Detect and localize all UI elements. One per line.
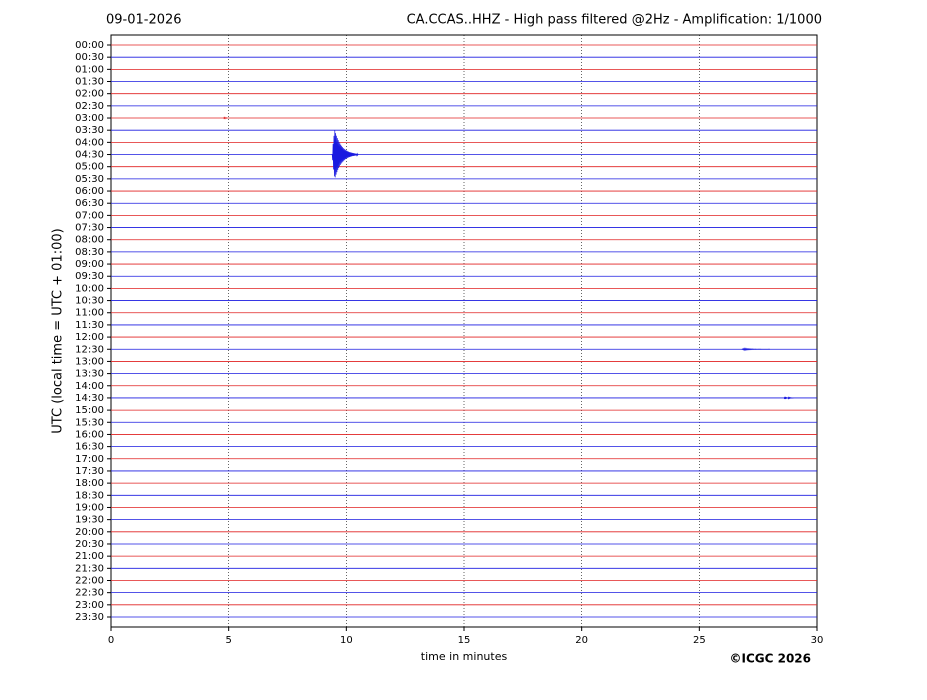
y-tick-label: 23:30 [75, 612, 104, 623]
x-tick-label: 15 [458, 635, 471, 646]
credit: ©ICGC 2026 [729, 652, 811, 666]
y-tick-label: 01:00 [75, 64, 104, 75]
y-tick-label: 08:00 [75, 235, 104, 246]
y-tick-label: 17:00 [75, 454, 104, 465]
y-tick-label: 11:30 [75, 320, 104, 331]
y-tick-label: 22:00 [75, 575, 104, 586]
y-tick-label: 18:30 [75, 490, 104, 501]
event [223, 116, 227, 120]
y-tick-label: 16:00 [75, 429, 104, 440]
x-tick-label: 30 [811, 635, 824, 646]
y-tick-label: 03:00 [75, 113, 104, 124]
y-tick-label: 13:00 [75, 356, 104, 367]
x-tick-label: 10 [340, 635, 353, 646]
x-tick-label: 20 [575, 635, 588, 646]
date: 09-01-2026 [106, 13, 182, 28]
y-tick-label: 21:30 [75, 563, 104, 574]
y-tick-label: 05:30 [75, 174, 104, 185]
y-tick-label: 00:30 [75, 52, 104, 63]
plot-frame [110, 34, 818, 628]
y-tick-label: 06:00 [75, 186, 104, 197]
chart-title: CA.CCAS..HHZ - High pass filtered @2Hz -… [407, 13, 822, 28]
y-tick-label: 12:00 [75, 332, 104, 343]
y-tick-label: 02:00 [75, 89, 104, 100]
y-tick-label: 11:00 [75, 308, 104, 319]
x-tick-label: 0 [108, 635, 114, 646]
y-tick-label: 12:30 [75, 344, 104, 355]
y-tick-label: 10:30 [75, 296, 104, 307]
y-tick-label: 03:30 [75, 125, 104, 136]
y-tick-label: 22:30 [75, 588, 104, 599]
y-tick-label: 21:00 [75, 551, 104, 562]
y-tick-label: 04:00 [75, 137, 104, 148]
y-tick-label: 04:30 [75, 150, 104, 161]
y-tick-label: 17:30 [75, 466, 104, 477]
y-tick-label: 05:00 [75, 162, 104, 173]
y-tick-label: 07:00 [75, 210, 104, 221]
event [331, 130, 359, 178]
y-tick-label: 10:00 [75, 283, 104, 294]
y-tick-label: 06:30 [75, 198, 104, 209]
y-tick-label: 18:00 [75, 478, 104, 489]
y-tick-label: 15:30 [75, 417, 104, 428]
y-tick-label: 23:00 [75, 600, 104, 611]
y-tick-label: 02:30 [75, 101, 104, 112]
y-tick-label: 08:30 [75, 247, 104, 258]
y-tick-label: 09:30 [75, 271, 104, 282]
y-tick-label: 01:30 [75, 77, 104, 88]
y-tick-label: 09:00 [75, 259, 104, 270]
y-tick-label: 20:30 [75, 539, 104, 550]
y-tick-label: 19:30 [75, 515, 104, 526]
y-tick-label: 07:30 [75, 223, 104, 234]
y-tick-label: 14:00 [75, 381, 104, 392]
y-tick-label: 00:00 [75, 40, 104, 51]
event [741, 347, 770, 352]
x-tick-label: 5 [225, 635, 231, 646]
y-tick-label: 15:00 [75, 405, 104, 416]
y-tick-label: 19:00 [75, 502, 104, 513]
x-axis-label: time in minutes [421, 650, 508, 663]
x-tick-label: 25 [693, 635, 706, 646]
event [783, 396, 794, 400]
y-tick-label: 14:30 [75, 393, 104, 404]
y-tick-label: 13:30 [75, 369, 104, 380]
y-tick-label: 16:30 [75, 442, 104, 453]
y-axis-label: UTC (local time = UTC + 01:00) [51, 228, 66, 433]
y-tick-label: 20:00 [75, 527, 104, 538]
